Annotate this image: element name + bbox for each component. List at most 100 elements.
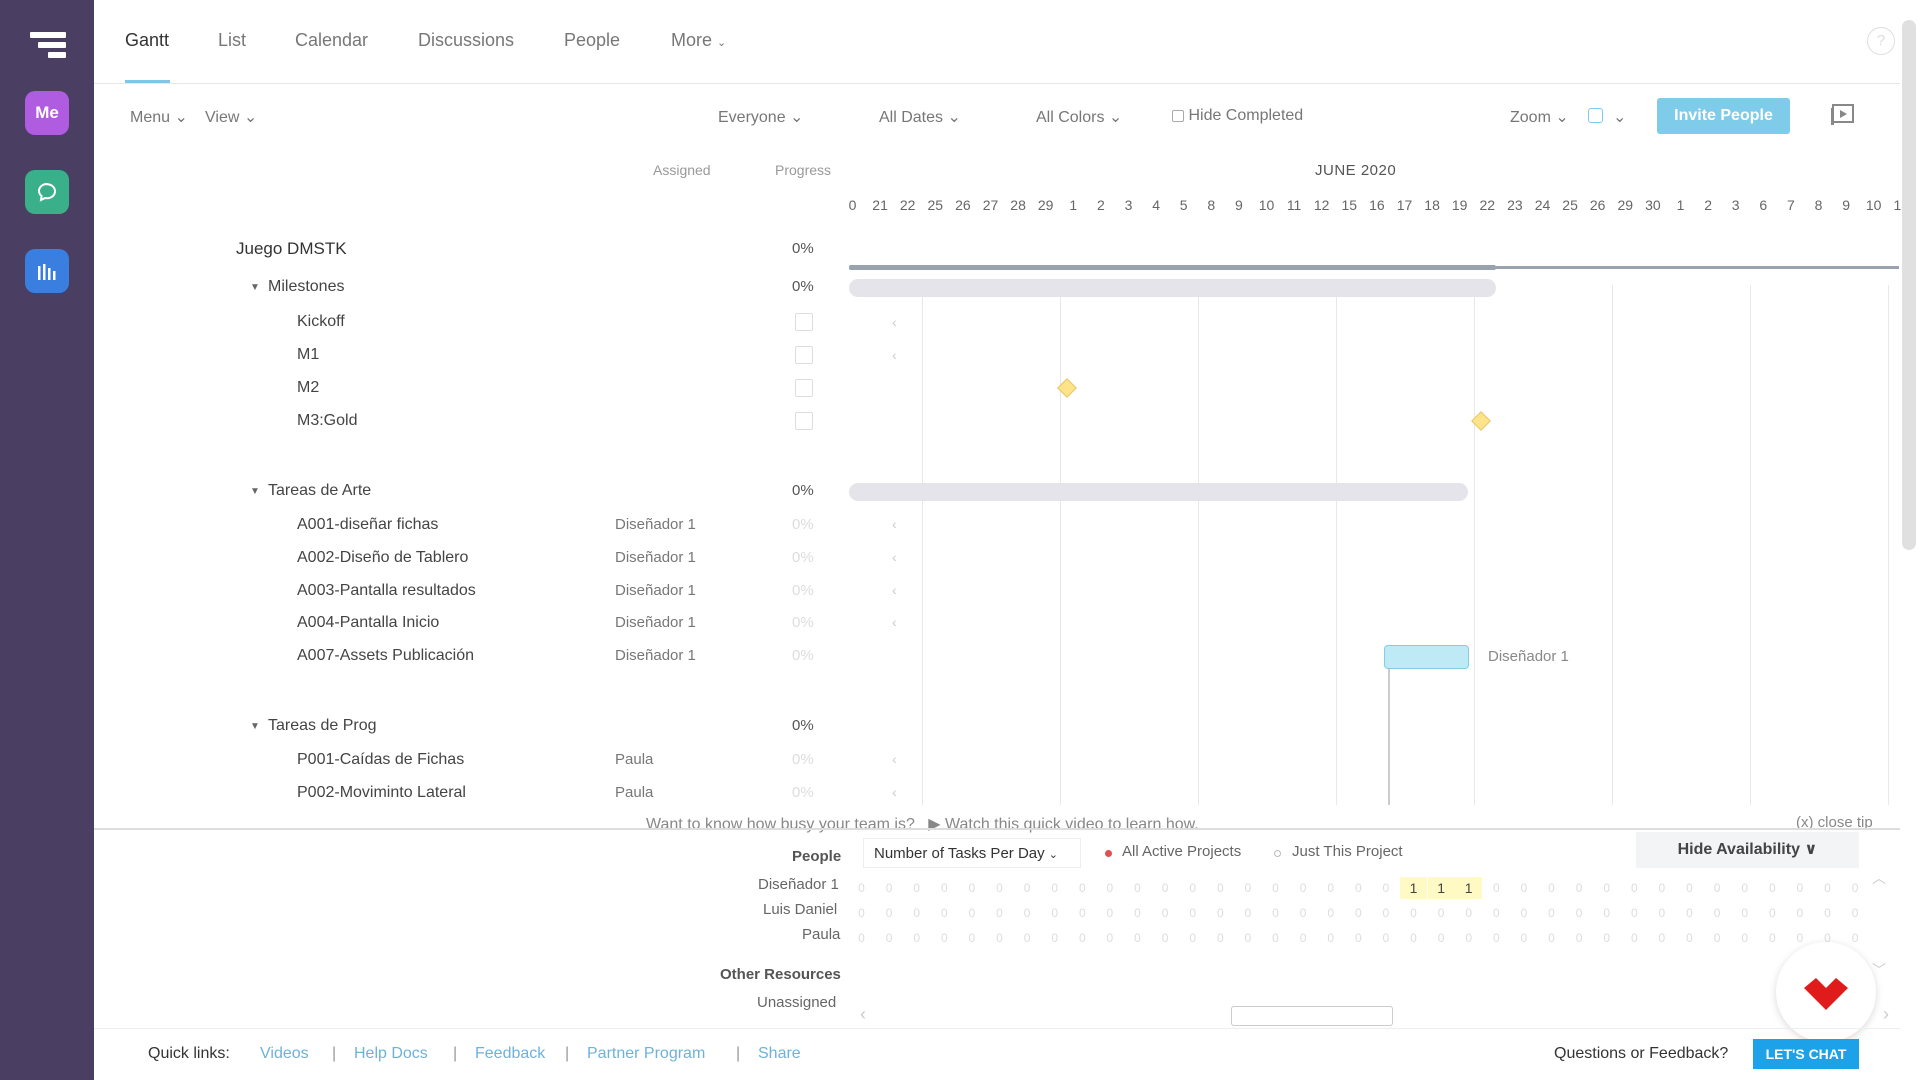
task-a007[interactable]: A007-Assets Publicación [297, 647, 474, 664]
arrow-left-icon[interactable]: ‹ [892, 516, 897, 532]
milestone-checkbox[interactable] [795, 346, 813, 364]
milestone-m2[interactable]: M2 [297, 379, 320, 396]
arrow-left-icon[interactable]: ‹ [892, 314, 897, 330]
tab-gantt[interactable]: Gantt [125, 30, 170, 50]
active-tab-indicator [125, 80, 170, 83]
vertical-scrollbar[interactable] [1902, 20, 1916, 550]
task-p001[interactable]: P001-Caídas de Fichas [297, 751, 465, 768]
tip-video-link[interactable]: Watch this quick video to learn how. [944, 816, 1199, 833]
project-name[interactable]: Juego DMSTK [236, 239, 347, 258]
task-assignee[interactable]: Diseñador 1 [615, 582, 696, 599]
arrow-left-icon[interactable]: ‹ [892, 582, 897, 598]
share-link[interactable]: Share [758, 1045, 801, 1062]
partner-program-link[interactable]: Partner Program [587, 1045, 706, 1062]
arrow-left-icon[interactable]: ‹ [892, 549, 897, 565]
reports-icon[interactable] [25, 249, 69, 293]
invite-people-button[interactable]: Invite People [1657, 98, 1790, 134]
teamgantt-logo-icon[interactable] [30, 32, 66, 58]
radio-unselected-icon[interactable] [1274, 850, 1281, 857]
tab-people[interactable]: People [564, 30, 621, 50]
tab-discussions[interactable]: Discussions [418, 30, 515, 50]
availability-cell: 0 [1575, 931, 1583, 945]
videos-link[interactable]: Videos [260, 1045, 309, 1062]
day-label: 1 [1676, 197, 1685, 213]
present-mode-icon[interactable] [1830, 104, 1854, 126]
help-icon[interactable]: ? [1867, 27, 1895, 55]
task-assignee[interactable]: Diseñador 1 [615, 614, 696, 631]
radio-selected-icon[interactable] [1105, 850, 1112, 857]
discussions-icon[interactable] [25, 170, 69, 214]
milestone-m3-gold[interactable]: M3:Gold [297, 412, 358, 429]
separator: | [453, 1045, 458, 1062]
task-a003[interactable]: A003-Pantalla resultados [297, 582, 476, 599]
tab-calendar[interactable]: Calendar [295, 30, 369, 50]
metric-select[interactable]: Number of Tasks Per Day ⌄ [863, 838, 1081, 868]
day-label: 22 [1479, 197, 1496, 213]
task-a002[interactable]: A002-Diseño de Tablero [297, 549, 469, 566]
tab-list[interactable]: List [218, 30, 247, 50]
arrow-left-icon[interactable]: ‹ [892, 614, 897, 630]
all-dates-filter[interactable]: All Dates ⌄ [879, 107, 961, 127]
arrow-left-icon[interactable]: ‹ [892, 347, 897, 363]
hide-completed-toggle[interactable]: Hide Completed [1172, 107, 1303, 125]
collapse-caret-icon[interactable]: ▼ [250, 721, 260, 732]
availability-cell: 0 [940, 881, 948, 895]
chevron-up-icon[interactable]: ︿ [1872, 870, 1886, 886]
task-assignee[interactable]: Diseñador 1 [615, 647, 696, 664]
group-milestones[interactable]: Milestones [268, 278, 345, 295]
arrow-left-icon[interactable]: ‹ [892, 784, 897, 800]
arte-summary-bar[interactable] [849, 483, 1468, 501]
availability-cell: 0 [1520, 881, 1528, 895]
collapse-caret-icon[interactable]: ▼ [250, 282, 260, 293]
menu-dropdown[interactable]: Menu ⌄ [130, 107, 188, 127]
task-a001[interactable]: A001-diseñar fichas [297, 516, 439, 533]
just-this-project-option[interactable]: Just This Project [1292, 843, 1403, 860]
feedback-link[interactable]: Feedback [475, 1045, 546, 1062]
color-swatch[interactable] [1588, 108, 1603, 123]
milestone-kickoff[interactable]: Kickoff [297, 313, 345, 330]
horizontal-scrollbar[interactable] [1231, 1006, 1393, 1026]
play-icon[interactable]: ▶ [928, 816, 941, 833]
checkbox-icon[interactable] [1172, 109, 1184, 122]
scroll-left-icon[interactable]: ‹ [860, 1004, 866, 1024]
availability-cell: 0 [1548, 881, 1555, 895]
month-label: JUNE 2020 [1315, 162, 1397, 179]
group-tareas-arte[interactable]: Tareas de Arte [268, 482, 372, 499]
lets-chat-button[interactable]: LET'S CHAT [1753, 1039, 1859, 1069]
panel-divider[interactable] [94, 828, 1900, 830]
scroll-right-icon[interactable]: › [1883, 1004, 1889, 1024]
all-colors-filter[interactable]: All Colors ⌄ [1036, 107, 1122, 127]
me-button[interactable]: Me [25, 91, 69, 135]
availability-cell: 0 [1327, 881, 1335, 895]
task-p002[interactable]: P002-Moviminto Lateral [297, 784, 466, 801]
milestones-summary-bar[interactable] [849, 279, 1496, 297]
task-assignee[interactable]: Diseñador 1 [615, 516, 696, 533]
arrow-left-icon[interactable]: ‹ [892, 751, 897, 767]
milestone-checkbox[interactable] [795, 379, 813, 397]
availability-cell: 1 [1400, 877, 1427, 899]
milestone-checkbox[interactable] [795, 412, 813, 430]
availability-cell: 0 [885, 906, 893, 920]
availability-cell: 0 [1134, 906, 1141, 920]
task-assignee[interactable]: Diseñador 1 [615, 549, 696, 566]
chat-widget-button[interactable] [1776, 942, 1876, 1042]
task-a007-bar[interactable] [1384, 645, 1469, 669]
view-dropdown[interactable]: View ⌄ [205, 107, 257, 127]
close-tip-link[interactable]: (x) close tip [1796, 814, 1873, 831]
collapse-caret-icon[interactable]: ▼ [250, 486, 260, 497]
task-assignee[interactable]: Paula [615, 784, 654, 801]
zoom-dropdown[interactable]: Zoom ⌄ [1510, 107, 1569, 127]
help-docs-link[interactable]: Help Docs [354, 1045, 428, 1062]
hide-availability-button[interactable]: Hide Availability ∨ [1636, 832, 1859, 868]
chevron-down-icon[interactable]: ﹀ [1872, 962, 1886, 978]
chevron-down-icon[interactable]: ⌄ [1613, 109, 1627, 126]
all-active-projects-option[interactable]: All Active Projects [1122, 843, 1242, 860]
tab-more[interactable]: More ⌄ [671, 30, 726, 51]
task-assignee[interactable]: Paula [615, 751, 654, 768]
task-a004[interactable]: A004-Pantalla Inicio [297, 614, 440, 631]
group-tareas-prog[interactable]: Tareas de Prog [268, 717, 377, 734]
milestone-m1[interactable]: M1 [297, 346, 320, 363]
milestone-checkbox[interactable] [795, 313, 813, 331]
everyone-filter[interactable]: Everyone ⌄ [718, 107, 803, 127]
day-label: 9 [1234, 197, 1243, 213]
